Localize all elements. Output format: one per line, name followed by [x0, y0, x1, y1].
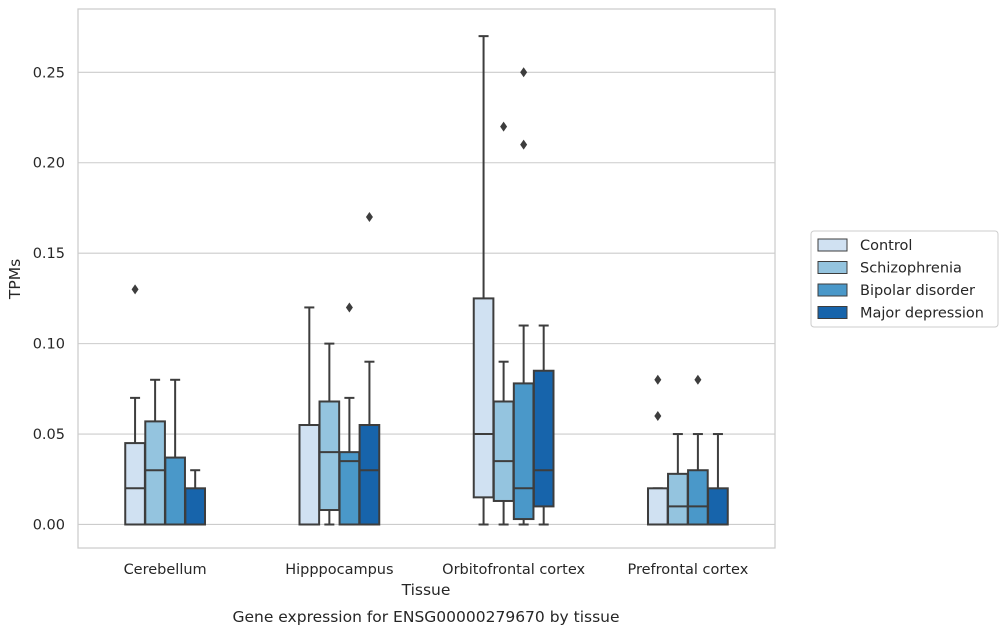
box-2-2 — [512, 67, 535, 526]
legend-frame — [810, 230, 999, 328]
y-tick-label: 0.00 — [33, 517, 65, 533]
x-tick-label: Orbitofrontal cortex — [442, 562, 585, 578]
legend-label: Major depression — [860, 306, 984, 322]
legend-label: Control — [860, 238, 912, 254]
plot-area-frame — [77, 8, 776, 549]
y-tick-label: 0.10 — [33, 337, 65, 353]
legend-swatch — [817, 306, 848, 319]
iqr-box — [338, 451, 361, 526]
iqr-box — [358, 424, 381, 526]
box-1-1 — [318, 342, 341, 526]
iqr-box — [144, 420, 166, 526]
iqr-box — [124, 442, 146, 526]
outlier-marker — [520, 139, 528, 150]
y-tick-label: 0.15 — [33, 246, 65, 262]
x-tick-label: Hipppocampus — [285, 562, 393, 578]
legend-label: Schizophrenia — [860, 261, 962, 277]
y-tick-labels: 0.00 0.05 0.10 0.15 0.20 0.25 — [33, 65, 65, 533]
outlier-marker — [654, 410, 662, 421]
box-3-3 — [707, 433, 729, 526]
box-2-3 — [532, 324, 555, 526]
iqr-box — [646, 487, 669, 526]
iqr-box — [298, 424, 321, 526]
iqr-box — [532, 369, 555, 508]
iqr-box — [184, 487, 207, 526]
box-3-1 — [667, 433, 689, 526]
outlier-marker — [345, 302, 353, 313]
legend-swatch — [817, 238, 848, 252]
iqr-box — [164, 456, 186, 526]
outlier-marker — [694, 374, 702, 385]
iqr-box — [512, 382, 535, 521]
outlier-marker — [500, 121, 508, 132]
outlier-marker — [131, 284, 139, 295]
box-3-0 — [646, 374, 669, 526]
iqr-box — [667, 472, 689, 526]
box-0-0 — [124, 284, 146, 526]
iqr-box — [707, 487, 729, 526]
outlier-marker — [654, 374, 662, 385]
iqr-box — [687, 469, 709, 526]
box-1-2 — [338, 302, 361, 526]
box-plot-boxes — [124, 35, 729, 526]
box-0-2 — [164, 378, 186, 526]
box-1-3 — [358, 212, 381, 526]
y-tick-label: 0.05 — [33, 427, 65, 443]
legend-swatch — [817, 283, 848, 297]
outlier-marker — [520, 67, 528, 78]
x-tick-labels: Cerebellum Hipppocampus Orbitofrontal cort… — [124, 562, 749, 578]
iqr-box — [472, 297, 495, 499]
box-0-1 — [144, 378, 166, 526]
x-axis-title: Tissue — [401, 581, 451, 599]
chart-caption: Gene expression for ENSG00000279670 by t… — [232, 608, 619, 626]
legend: Control Schizophrenia Bipolar disorder Majo… — [810, 230, 999, 328]
box-1-0 — [298, 306, 321, 526]
legend-swatch — [817, 261, 848, 274]
box-2-0 — [472, 35, 495, 526]
y-tick-label: 0.20 — [33, 156, 65, 172]
x-tick-label: Cerebellum — [124, 562, 207, 578]
iqr-box — [318, 400, 341, 512]
x-tick-label: Prefrontal cortex — [627, 562, 748, 578]
box-0-3 — [184, 469, 207, 526]
legend-label: Bipolar disorder — [860, 283, 975, 299]
iqr-box — [492, 400, 515, 502]
box-2-1 — [492, 121, 515, 526]
outlier-marker — [365, 212, 373, 223]
y-axis-title: TPMs — [6, 259, 24, 300]
y-tick-label: 0.25 — [33, 65, 65, 81]
box-3-2 — [687, 374, 709, 526]
